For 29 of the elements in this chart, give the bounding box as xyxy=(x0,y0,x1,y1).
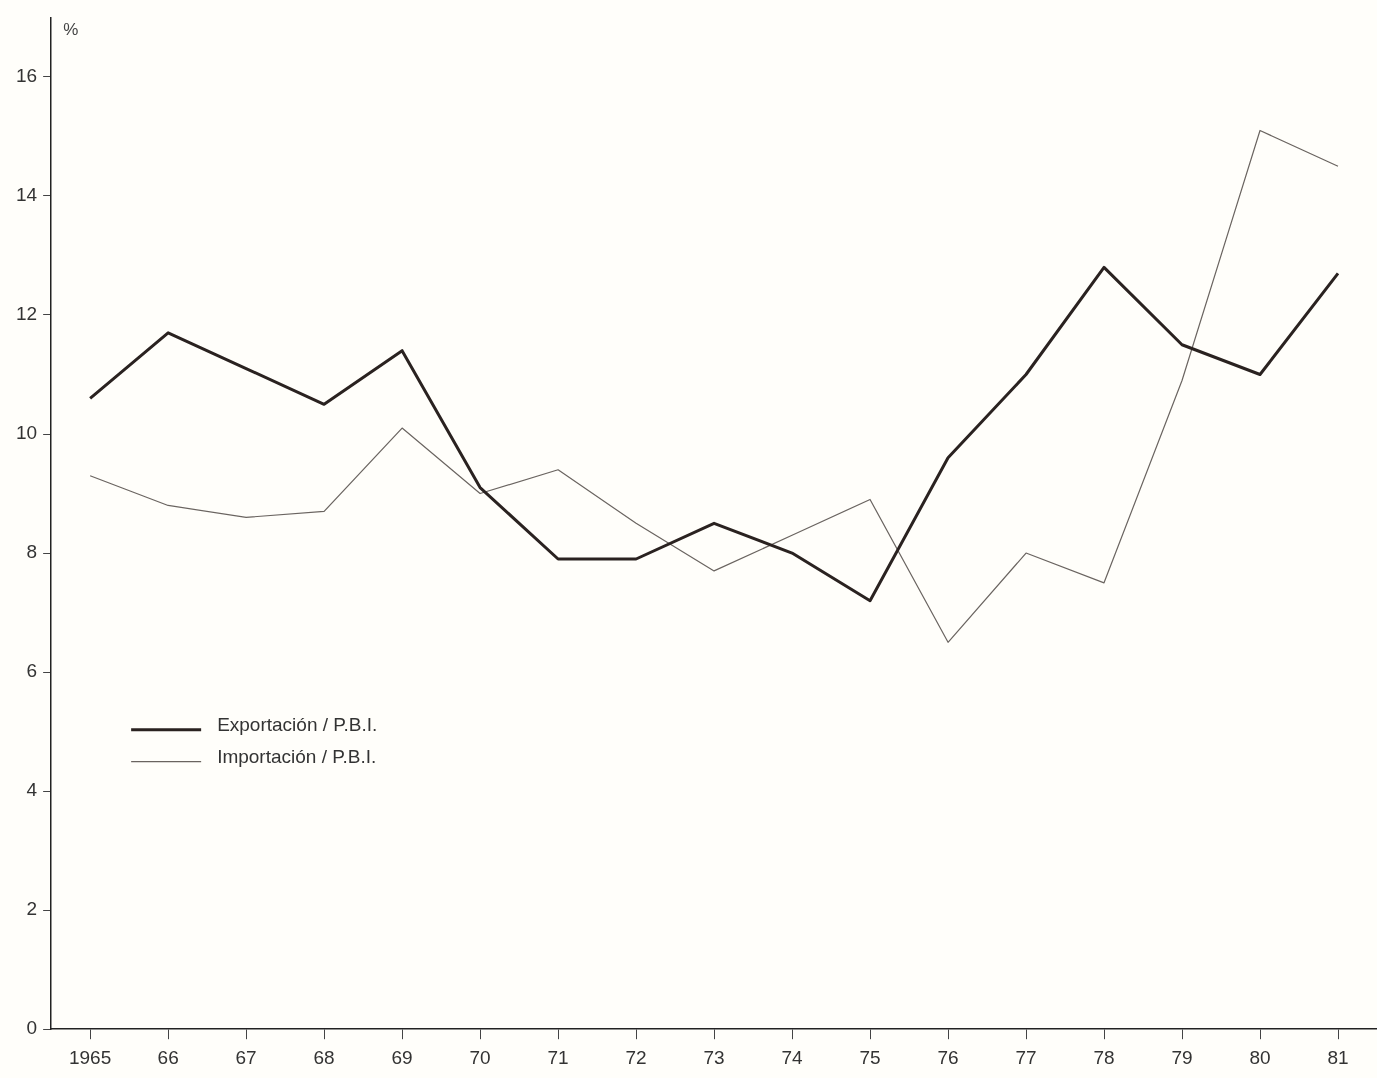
x-tick-label: 77 xyxy=(1015,1046,1037,1068)
x-tick-label: 67 xyxy=(235,1046,257,1068)
x-tick-label: 79 xyxy=(1171,1046,1193,1068)
x-tick-label: 75 xyxy=(859,1046,881,1068)
y-tick-label: 4 xyxy=(26,779,38,801)
x-tick-label: 81 xyxy=(1327,1046,1349,1068)
x-tick-label: 78 xyxy=(1093,1046,1115,1068)
x-tick-label: 74 xyxy=(781,1046,804,1068)
x-tick-label: 66 xyxy=(157,1046,179,1068)
legend-label: Exportación / P.B.I. xyxy=(217,713,378,735)
x-tick-label: 76 xyxy=(937,1046,959,1068)
x-tick-label: 1965 xyxy=(68,1046,112,1068)
legend-label: Importación / P.B.I. xyxy=(217,745,377,767)
y-tick-label: 12 xyxy=(15,303,38,325)
x-tick-label: 69 xyxy=(391,1046,413,1068)
x-tick-label: 68 xyxy=(313,1046,335,1068)
x-tick-label: 70 xyxy=(469,1046,491,1068)
x-tick-label: 80 xyxy=(1249,1046,1271,1068)
y-tick-label: 2 xyxy=(26,898,38,920)
x-tick-label: 71 xyxy=(547,1046,569,1068)
y-tick-label: 16 xyxy=(15,65,38,87)
y-tick-label: 14 xyxy=(15,184,38,206)
y-tick-label: 0 xyxy=(26,1017,38,1039)
x-tick-label: 72 xyxy=(625,1046,647,1068)
y-tick-label: 10 xyxy=(15,422,38,444)
x-tick-label: 73 xyxy=(703,1046,725,1068)
y-tick-label: 6 xyxy=(26,660,38,682)
y-tick-label: 8 xyxy=(26,541,38,563)
y-axis-title: % xyxy=(63,19,79,39)
